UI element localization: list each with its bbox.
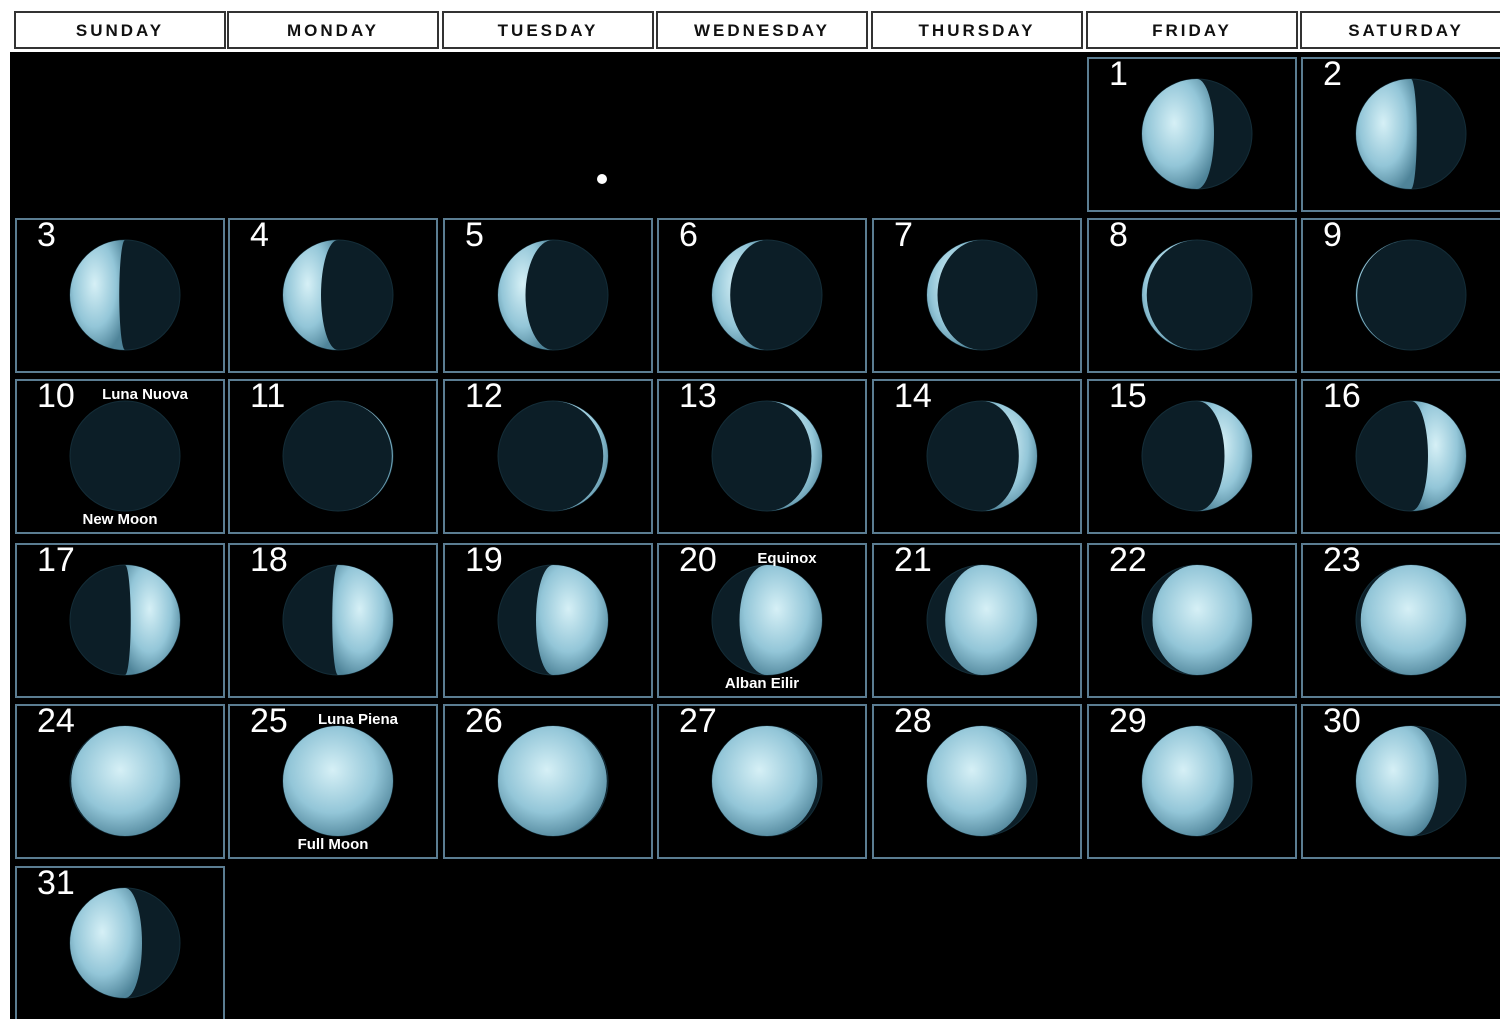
day-number: 29	[1109, 702, 1147, 740]
day-number: 7	[894, 216, 913, 254]
moon-lit	[767, 401, 822, 511]
moon-lit	[712, 726, 818, 836]
moon-lit	[927, 726, 1027, 836]
day-number: 30	[1323, 702, 1361, 740]
weekday-cell	[1300, 11, 1500, 49]
moon-lit	[70, 240, 125, 350]
day-number: 16	[1323, 377, 1361, 415]
day-number: 13	[679, 377, 717, 415]
moon-dark	[69, 400, 181, 512]
day-number: 17	[37, 541, 75, 579]
moon-lit	[283, 240, 338, 350]
day-number: 19	[465, 541, 503, 579]
weekday-cell	[227, 11, 439, 49]
day-number: 6	[679, 216, 698, 254]
weekday-label: WEDNESDAY	[694, 21, 830, 40]
day-number: 8	[1109, 216, 1128, 254]
weekday-cell	[871, 11, 1083, 49]
moon-lit	[125, 565, 180, 675]
moon-lit	[70, 888, 142, 998]
moon-lit	[1142, 726, 1234, 836]
day-number: 20	[679, 541, 717, 579]
day-number: 21	[894, 541, 932, 579]
weekday-cell	[1086, 11, 1298, 49]
moon-lit	[498, 240, 553, 350]
day-number: 12	[465, 377, 503, 415]
day-number: 14	[894, 377, 932, 415]
moon-lit	[71, 726, 180, 836]
moon-lit	[712, 240, 767, 350]
day-number: 1	[1109, 55, 1128, 93]
day-number: 9	[1323, 216, 1342, 254]
moon-lit	[739, 565, 822, 675]
weekday-label: THURSDAY	[919, 21, 1036, 40]
note-bottom: New Moon	[83, 511, 158, 528]
day-number: 24	[37, 702, 75, 740]
weekday-label: TUESDAY	[498, 21, 599, 40]
dot	[597, 174, 607, 184]
moon-lit	[927, 240, 982, 350]
weekday-cell	[442, 11, 654, 49]
note-bottom: Alban Eilir	[725, 675, 799, 692]
moon-lit	[283, 726, 393, 836]
moon-lit	[1360, 565, 1466, 675]
moon-lit	[536, 565, 608, 675]
note-top: Luna Piena	[318, 711, 399, 728]
day-number: 3	[37, 216, 56, 254]
moon-lit	[1411, 401, 1466, 511]
day-number: 4	[250, 216, 269, 254]
moon-lit	[498, 726, 607, 836]
day-number: 25	[250, 702, 288, 740]
day-number: 22	[1109, 541, 1147, 579]
weekday-label: MONDAY	[287, 21, 379, 40]
weekday-label: FRIDAY	[1152, 21, 1232, 40]
note-top: Equinox	[757, 550, 817, 567]
weekday-label: SATURDAY	[1348, 21, 1464, 40]
moon-lit	[982, 401, 1037, 511]
day-number: 15	[1109, 377, 1147, 415]
day-number: 11	[250, 377, 285, 415]
moon-lit	[1142, 79, 1214, 189]
day-number: 31	[37, 864, 75, 902]
day-number: 2	[1323, 55, 1342, 93]
moon-lit	[1152, 565, 1252, 675]
moon-lit	[1197, 401, 1252, 511]
weekday-cell	[656, 11, 868, 49]
day-number: 10	[37, 377, 75, 415]
day-number: 26	[465, 702, 503, 740]
moon-lit	[1356, 79, 1417, 189]
moon-lit	[1356, 726, 1439, 836]
day-number: 18	[250, 541, 288, 579]
day-number: 27	[679, 702, 717, 740]
moon-lit	[945, 565, 1037, 675]
day-number: 23	[1323, 541, 1361, 579]
moon-lit	[332, 565, 393, 675]
day-number: 5	[465, 216, 484, 254]
weekday-label: SUNDAY	[76, 21, 164, 40]
note-top: Luna Nuova	[102, 386, 188, 403]
note-bottom: Full Moon	[298, 836, 369, 853]
day-number: 28	[894, 702, 932, 740]
weekday-cell	[14, 11, 226, 49]
